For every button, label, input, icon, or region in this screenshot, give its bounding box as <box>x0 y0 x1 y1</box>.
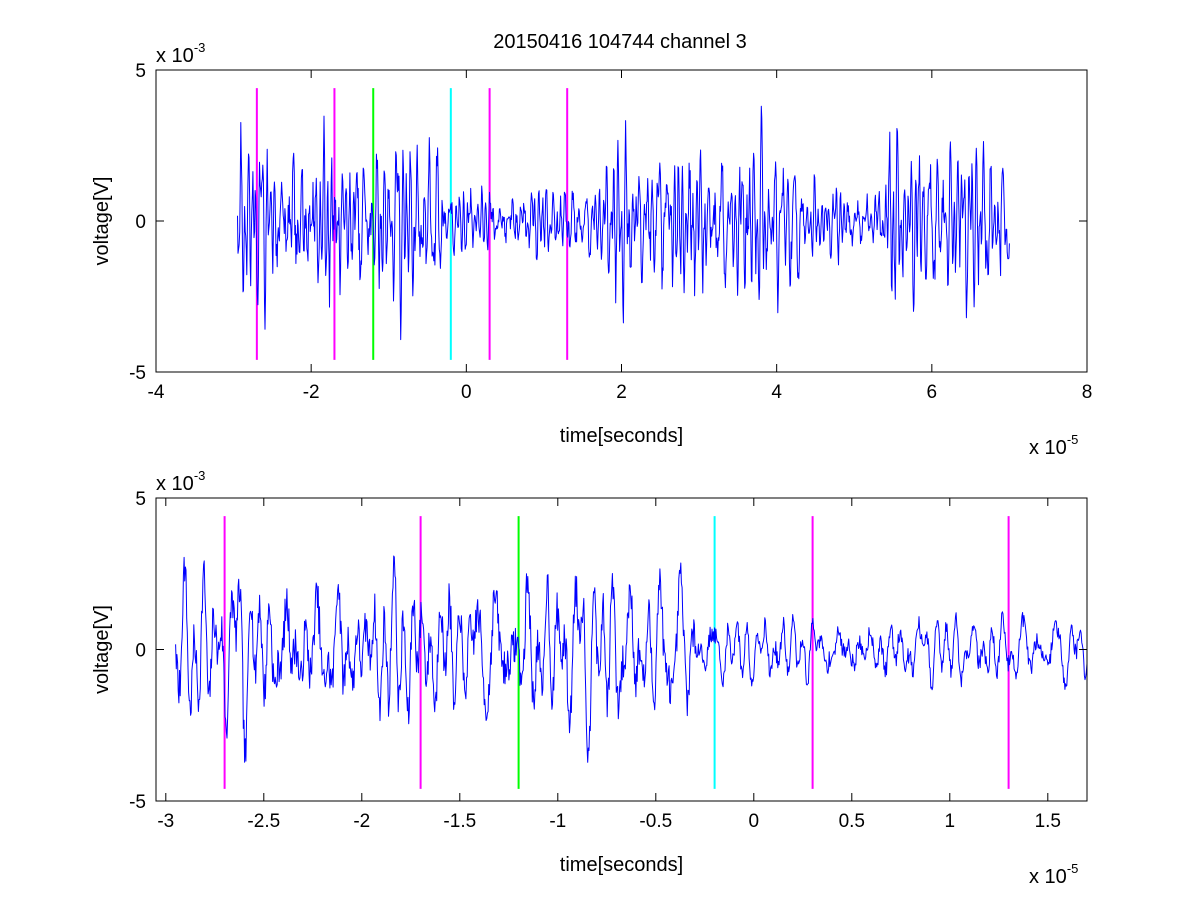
top-ticks: -4 -2 0 2 4 6 8 -5 0 5 <box>129 61 1092 403</box>
bottom-y-multiplier-base: x 10 <box>156 473 194 495</box>
x-tick-label: 8 <box>1082 382 1093 403</box>
top-y-multiplier-exp: -3 <box>194 40 206 55</box>
bottom-ticks: -3 -2.5 -2 -1.5 -1 -0.5 0 0.5 1 1.5 -5 0 5 <box>129 489 1087 832</box>
x-tick-label: 1 <box>945 811 956 832</box>
bottom-x-multiplier: x 10-5 <box>1029 861 1078 888</box>
x-tick-label: 6 <box>927 382 938 403</box>
y-tick-label: 5 <box>135 61 146 82</box>
x-tick-label: -3 <box>157 811 174 832</box>
bottom-y-multiplier: x 10-3 <box>156 468 205 495</box>
figure-title: 20150416 104744 channel 3 <box>493 31 747 53</box>
top-x-multiplier-base: x 10 <box>1029 437 1067 459</box>
top-xlabel: time[seconds] <box>560 425 683 447</box>
bottom-axes: -3 -2.5 -2 -1.5 -1 -0.5 0 0.5 1 1.5 -5 0 5 time[seco… <box>91 468 1088 888</box>
x-tick-label: 1.5 <box>1035 811 1061 832</box>
bottom-event-markers <box>223 516 1010 789</box>
bottom-signal <box>175 555 1088 763</box>
x-tick-label: -1.5 <box>443 811 476 832</box>
top-y-multiplier-base: x 10 <box>156 45 194 67</box>
bottom-ylabel: voltage[V] <box>91 605 113 694</box>
y-tick-label: 5 <box>135 489 146 510</box>
x-tick-label: -0.5 <box>639 811 672 832</box>
top-ylabel: voltage[V] <box>91 177 113 266</box>
x-tick-label: 2 <box>616 382 627 403</box>
bottom-x-multiplier-base: x 10 <box>1029 866 1067 888</box>
x-tick-label: -2.5 <box>247 811 280 832</box>
top-signal <box>237 105 1010 341</box>
y-tick-label: -5 <box>129 363 146 384</box>
x-tick-label: 0 <box>461 382 472 403</box>
x-tick-label: -2 <box>353 811 370 832</box>
top-axes: -4 -2 0 2 4 6 8 -5 0 5 time[seconds] voltage[V] x… <box>91 40 1092 459</box>
y-tick-label: 0 <box>135 212 146 233</box>
x-tick-label: 4 <box>771 382 782 403</box>
y-tick-label: 0 <box>135 641 146 662</box>
x-tick-label: 0 <box>749 811 760 832</box>
y-tick-label: -5 <box>129 792 146 813</box>
bottom-x-multiplier-exp: -5 <box>1067 861 1079 876</box>
bottom-y-multiplier-exp: -3 <box>194 468 206 483</box>
top-x-multiplier: x 10-5 <box>1029 432 1078 459</box>
x-tick-label: 0.5 <box>839 811 865 832</box>
signal-trace <box>237 105 1010 341</box>
x-tick-label: -1 <box>549 811 566 832</box>
signal-trace <box>175 555 1088 763</box>
x-tick-label: -4 <box>148 382 165 403</box>
bottom-xlabel: time[seconds] <box>560 854 683 876</box>
x-tick-label: -2 <box>303 382 320 403</box>
top-y-multiplier: x 10-3 <box>156 40 205 67</box>
top-x-multiplier-exp: -5 <box>1067 432 1079 447</box>
